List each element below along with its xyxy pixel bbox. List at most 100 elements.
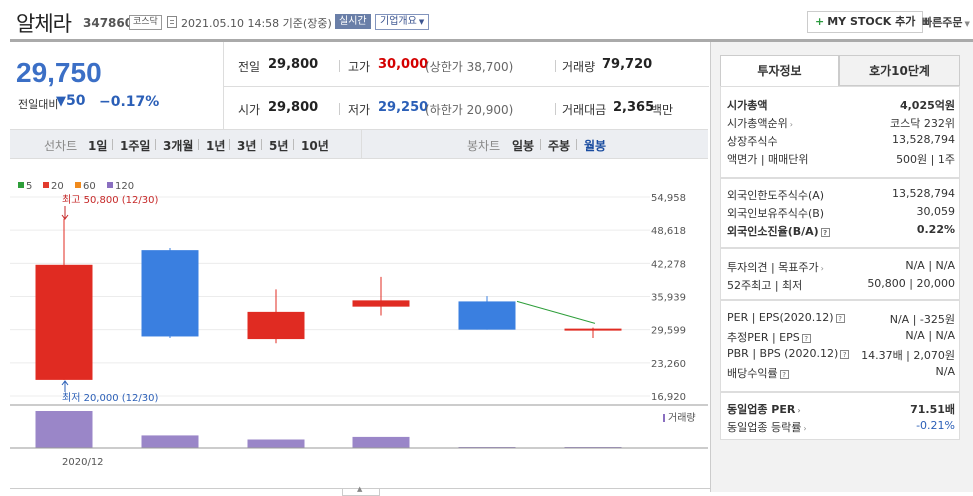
info-row-label: 액면가 | 매매단위 (727, 153, 809, 166)
separator (339, 60, 340, 72)
info-row-label: PER | EPS(2020.12)? (727, 311, 845, 324)
current-price: 29,750 (16, 57, 102, 88)
volume-bar (352, 436, 410, 448)
period-3m[interactable]: 3개월 (163, 139, 194, 153)
info-row-value: 13,528,794 (892, 133, 955, 146)
candle-weekly[interactable]: 주봉 (548, 139, 571, 153)
info-row-value: 50,800 | 20,000 (867, 277, 955, 290)
help-icon[interactable]: ? (835, 313, 845, 323)
price-divider-vertical (223, 42, 224, 129)
legend-swatch-120 (107, 182, 113, 188)
legend-label-60: 60 (83, 181, 96, 192)
high-label: 고가 (348, 60, 371, 74)
info-row-label: 배당수익률? (727, 365, 789, 381)
header-divider (10, 39, 973, 42)
tab-investment-info[interactable]: 투자정보 (720, 55, 839, 86)
y-tick-label: 54,958 (651, 193, 686, 204)
y-tick-label: 35,939 (651, 293, 686, 304)
candle-monthly[interactable]: 월봉 (584, 139, 607, 153)
period-bar (10, 129, 708, 159)
add-mystock-label: MY STOCK 추가 (827, 15, 916, 28)
high-arrowhead (61, 214, 69, 220)
info-row-value: N/A | N/A (905, 259, 955, 272)
candle-body (458, 301, 516, 330)
amount-value: 2,365 (613, 100, 655, 115)
candle-body (352, 300, 410, 307)
separator (229, 139, 230, 150)
info-row-label: 52주최고 | 최저 (727, 279, 803, 292)
chevron-up-icon: ▲ (357, 485, 363, 493)
separator (155, 139, 156, 150)
legend-swatch-20 (43, 182, 49, 188)
period-1d[interactable]: 1일 (88, 139, 108, 153)
open-value: 29,800 (268, 100, 319, 115)
help-icon[interactable]: ? (779, 369, 789, 379)
amount-unit: 백만 (651, 103, 674, 117)
y-tick-label: 23,260 (651, 359, 686, 370)
info-row-value: 4,025억원 (899, 99, 955, 112)
x-axis-label: 2020/12 (62, 457, 104, 468)
low-annotation: 최저 20,000 (12/30) (62, 392, 158, 404)
info-row-label: 외국인한도주식수(A) (727, 189, 825, 202)
y-tick-label: 42,278 (651, 259, 686, 270)
legend-label-20: 20 (51, 181, 64, 192)
help-icon[interactable]: ? (840, 349, 850, 359)
upper-limit: (상한가 38,700) (425, 60, 514, 74)
separator (198, 139, 199, 150)
quote-datetime: 2021.05.10 14:58 기준(장중) (181, 17, 332, 30)
info-row-value: 14.37배 | 2,070원 (861, 349, 955, 362)
info-row-label: PBR | BPS (2020.12)? (727, 347, 850, 360)
stats-row-divider (224, 86, 709, 87)
y-tick-label: 16,920 (651, 392, 686, 403)
separator (293, 139, 294, 150)
period-5y[interactable]: 5년 (269, 139, 289, 153)
separator (555, 60, 556, 72)
company-overview-label: 기업개요 (380, 16, 417, 27)
chart-scroll-handle[interactable]: ▲ (342, 485, 380, 496)
high-annotation: 최고 50,800 (12/30) (62, 194, 158, 206)
realtime-badge[interactable]: 실시간 (335, 14, 371, 29)
separator (339, 103, 340, 115)
period-10y[interactable]: 10년 (301, 139, 329, 153)
info-row-label: 상장주식수 (727, 135, 778, 148)
chevron-right-icon: › (803, 424, 807, 433)
info-row-value: N/A | -325원 (889, 313, 955, 326)
legend-swatch-5 (18, 182, 24, 188)
low-arrowhead (61, 380, 69, 386)
period-3y[interactable]: 3년 (237, 139, 257, 153)
help-icon[interactable]: ? (801, 333, 811, 343)
info-row-label: 동일업종 등락률 › (727, 421, 807, 434)
company-overview-button[interactable]: 기업개요 ▼ (375, 14, 430, 30)
legend-label-120: 120 (115, 181, 134, 192)
volume-bar (141, 435, 199, 448)
separator (540, 139, 541, 150)
volume-value: 79,720 (602, 57, 653, 72)
chart-bottom-rule (10, 488, 710, 489)
high-value: 30,000 (378, 57, 429, 72)
tab-order-book[interactable]: 호가10단계 (839, 55, 960, 86)
open-label: 시가 (238, 103, 261, 117)
info-row-label: 외국인소진율(B/A)? (727, 223, 830, 239)
info-row-label: 시가총액순위 › (727, 117, 793, 130)
info-row-value: 500원 | 1주 (896, 153, 955, 166)
info-group-valuation: PER | EPS(2020.12)? N/A | -325원 추정PER | EP… (720, 300, 960, 392)
volume-label: 거래량 (562, 60, 596, 74)
candle-daily[interactable]: 일봉 (512, 139, 535, 153)
help-icon[interactable]: ? (820, 227, 830, 237)
info-row-value: 코스닥 232위 (890, 117, 955, 130)
low-label: 저가 (348, 103, 371, 117)
quick-order-button[interactable]: 빠른주문 ▼ (922, 14, 970, 30)
period-1y[interactable]: 1년 (206, 139, 226, 153)
down-triangle-icon: ▼ (56, 94, 66, 109)
ma5-line (516, 300, 596, 324)
candle-body (141, 250, 199, 337)
add-mystock-button[interactable]: + MY STOCK 추가 (807, 11, 924, 33)
volume-bar (247, 439, 305, 448)
info-row-value: -0.21% (916, 419, 955, 432)
info-row-label: 동일업종 PER › (727, 403, 801, 416)
period-bar-divider (361, 130, 362, 158)
prev-close-value: 29,800 (268, 57, 319, 72)
period-1w[interactable]: 1주일 (120, 139, 151, 153)
candle-chart-label: 봉차트 (467, 139, 501, 153)
low-value: 29,250 (378, 100, 429, 115)
